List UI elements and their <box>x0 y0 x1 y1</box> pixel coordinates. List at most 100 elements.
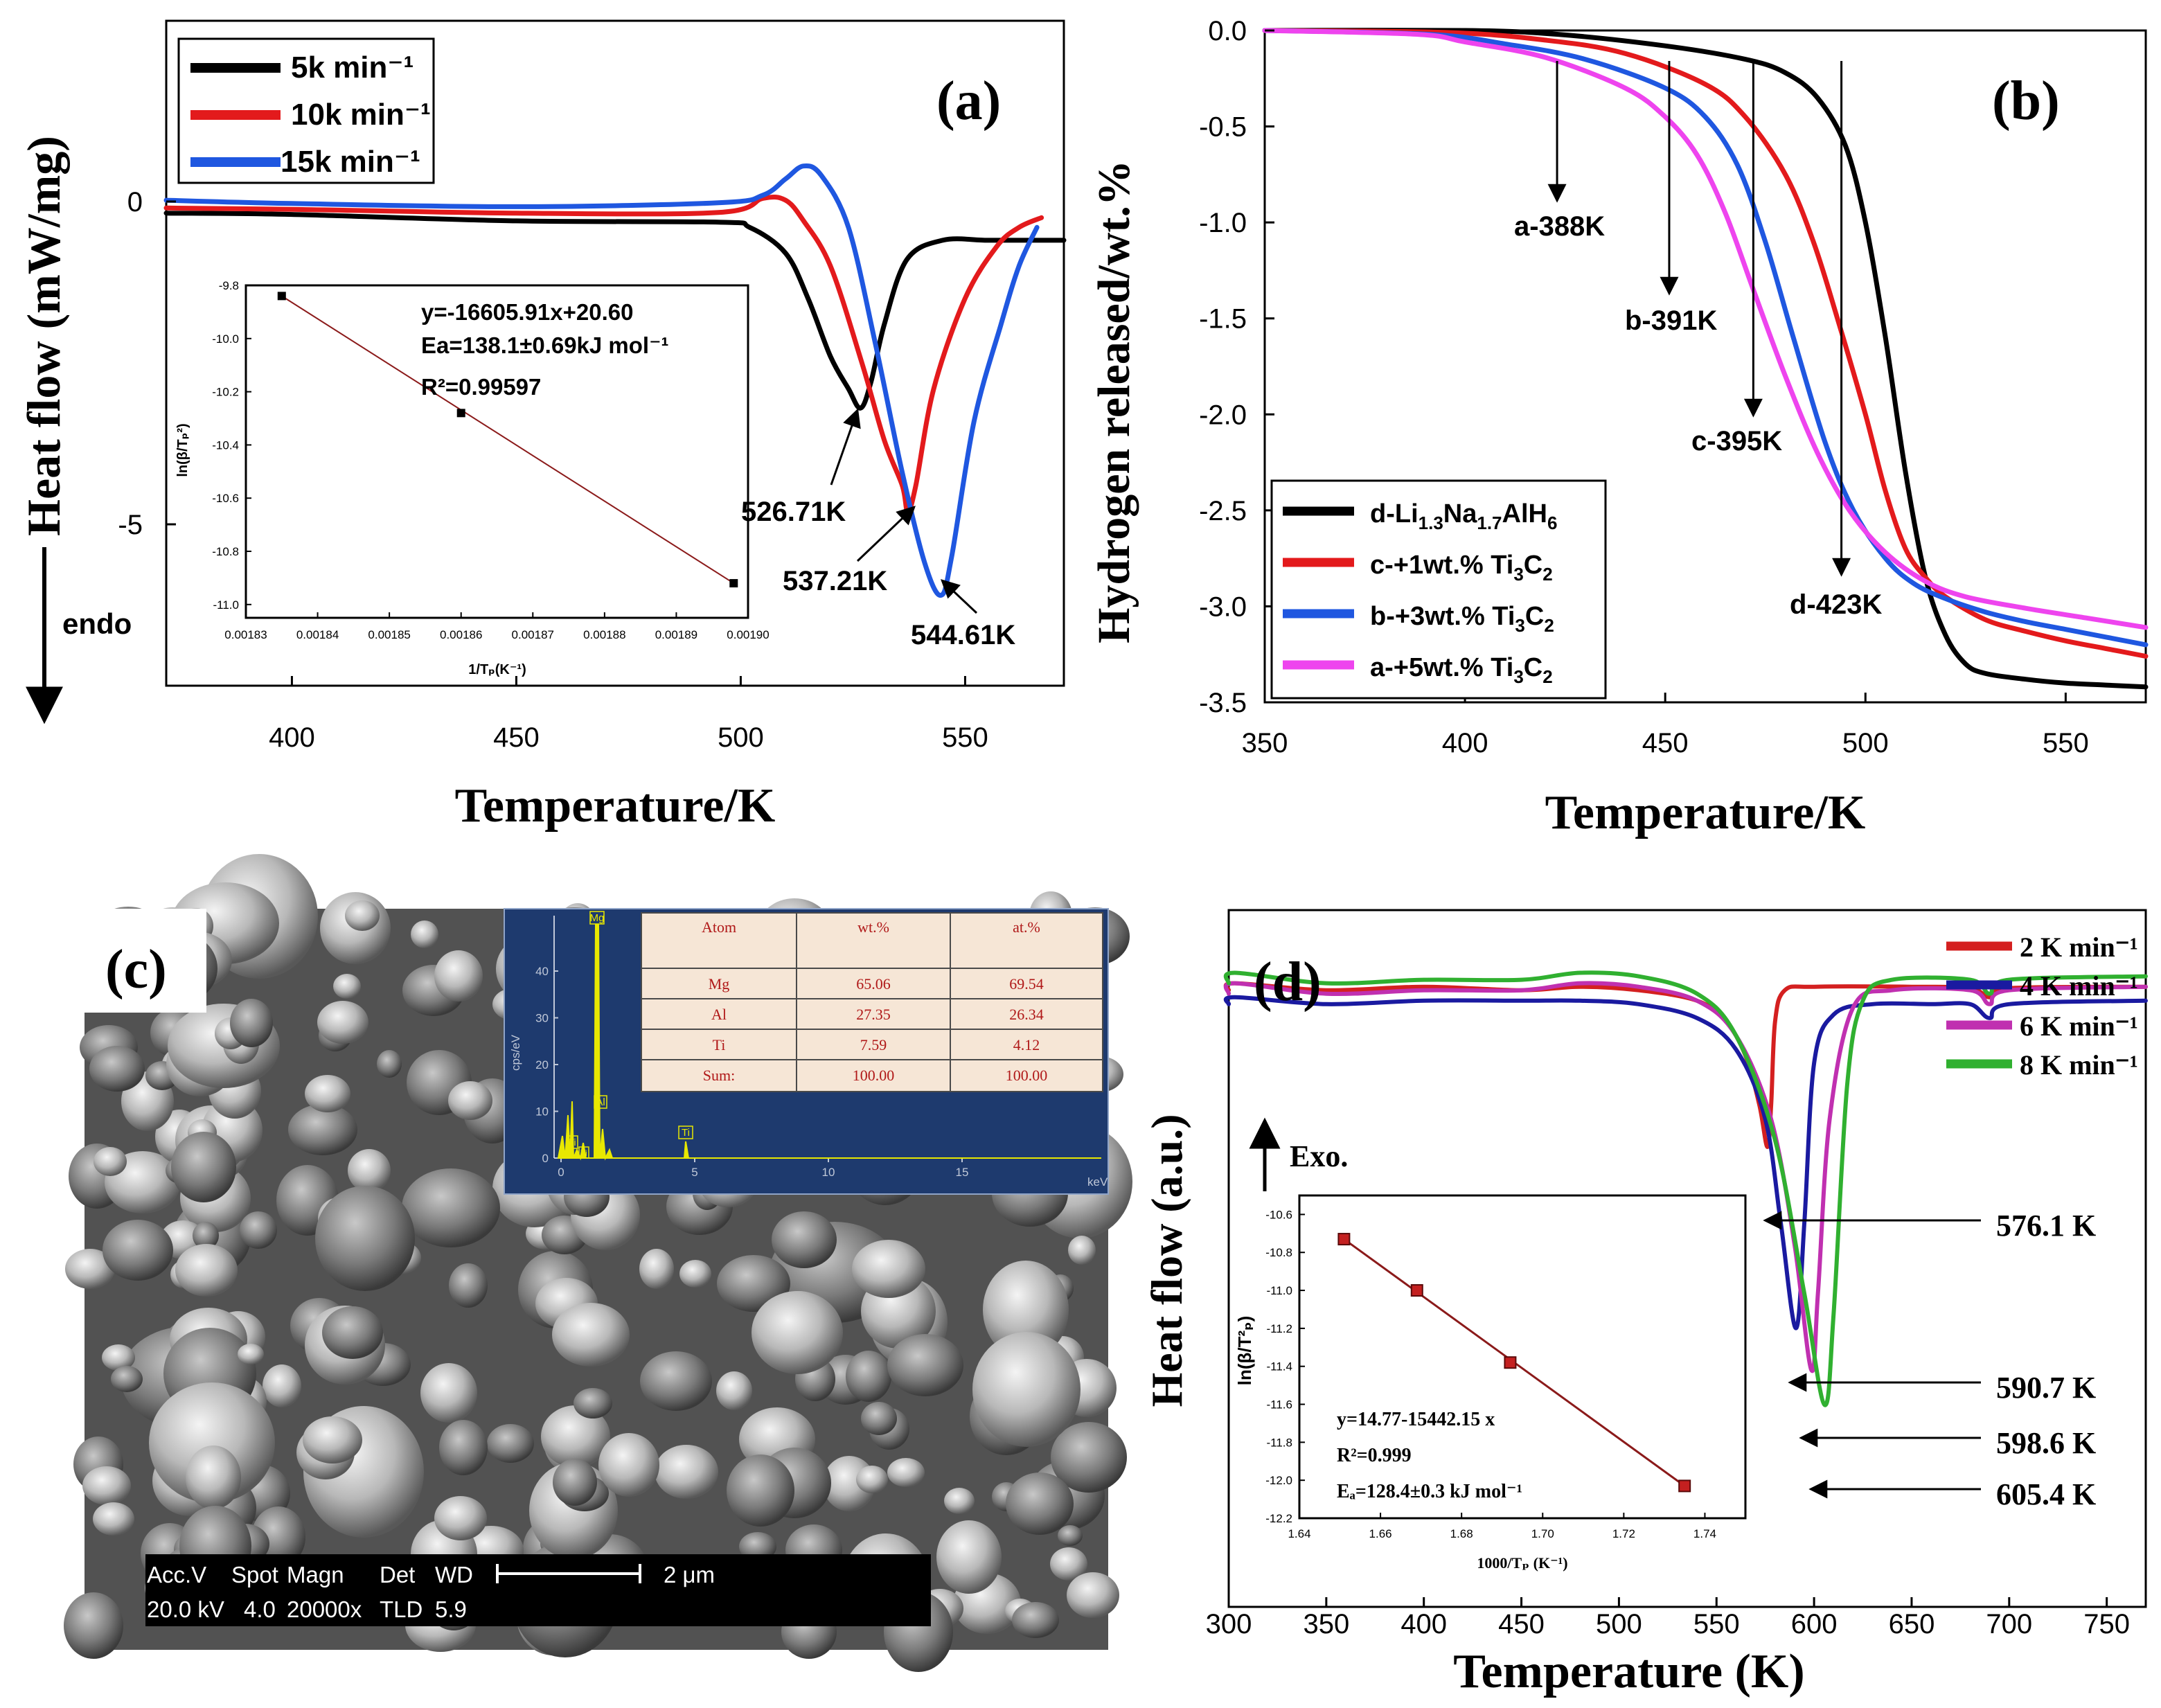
panel-d-inset-y-label: ln(β/T²ₚ) <box>1234 1316 1255 1386</box>
panel-d-series <box>1223 970 2148 1407</box>
annotation-598K: 598.6 K <box>1996 1426 2096 1460</box>
edx-cell: 65.06 <box>856 975 891 993</box>
sem-particle <box>402 1168 500 1247</box>
annotation-605K: 605.4 K <box>1996 1477 2096 1511</box>
sem-magn-value: 20000x <box>287 1596 362 1622</box>
inset-x-tick-label: 0.00185 <box>368 628 410 641</box>
sem-particle <box>288 1104 357 1155</box>
sem-spot-value: 4.0 <box>244 1596 276 1622</box>
inset-y-tick-label: -9.8 <box>219 279 239 292</box>
edx-table-header-atom: Atom <box>702 918 736 936</box>
sem-particle <box>541 1405 610 1468</box>
inset-x-tick-label: 1.64 <box>1288 1527 1310 1540</box>
edx-x-tick-label: 15 <box>956 1166 969 1179</box>
annotation-526K: 526.71K <box>741 497 846 527</box>
sem-particle <box>772 1211 837 1268</box>
y-tick-label: 0.0 <box>1208 16 1247 46</box>
panel-c: (c) 40 30 20 10 0 0 5 10 15 cps/eV keV Mg Al Ti… <box>64 854 1132 1672</box>
sem-particle <box>263 1364 301 1407</box>
panel-b: 350 400 450 500 550 0.0 -0.5 -1.0 -1.5 -2.0 -2.5 -… <box>1089 16 2149 839</box>
sem-particle <box>639 1249 674 1289</box>
y-tick-label: -1.0 <box>1199 208 1247 238</box>
sem-particle <box>449 1263 488 1308</box>
inset-point <box>1410 1284 1423 1297</box>
inset-y-tick-label: -10.6 <box>212 492 239 505</box>
series-line-0 <box>1262 28 2149 690</box>
inset-x-tick-label: 1.66 <box>1369 1527 1392 1540</box>
inset-x-tick-label: 0.00184 <box>296 628 339 641</box>
inset-y-tick-label: -11.6 <box>1267 1398 1293 1412</box>
edx-cell: 26.34 <box>1009 1006 1044 1023</box>
panel-a-inset: 0.00183 0.00184 0.00185 0.00186 0.00187 0.001… <box>175 279 770 677</box>
panel-a-fit-eq: y=-16605.91x+20.60 <box>421 299 633 325</box>
sem-particle <box>1068 1236 1096 1265</box>
annotation-576K: 576.1 K <box>1996 1209 2096 1243</box>
sem-particle <box>93 1502 134 1536</box>
edx-y-tick-label: 10 <box>535 1105 549 1119</box>
inset-x-tick-label: 0.00187 <box>512 628 554 641</box>
panel-a-legend: 5k min⁻¹ 10k min⁻¹ 15k min⁻¹ <box>177 37 435 184</box>
sem-particle <box>856 1466 888 1493</box>
sem-particle <box>377 1050 402 1078</box>
inset-x-tick-label: 0.00189 <box>655 628 697 641</box>
legend-6K: 6 K min⁻¹ <box>2020 1011 2138 1042</box>
sem-particle <box>448 1081 492 1120</box>
sem-particle <box>89 1046 145 1092</box>
sem-particle <box>434 950 483 1002</box>
legend-c: c-+1wt.% Ti3C2 <box>1370 551 1553 585</box>
sem-info-bar: Acc.V Spot Magn Det WD 20.0 kV 4.0 20000… <box>145 1554 931 1626</box>
arrow-537K <box>856 506 916 562</box>
sem-magn-label: Magn <box>287 1562 344 1587</box>
sem-particle <box>487 1424 534 1463</box>
sem-particle <box>102 1344 135 1371</box>
sem-particle <box>65 1249 115 1289</box>
edx-y-label: cps/eV <box>509 1034 522 1071</box>
sem-particle <box>655 1445 718 1499</box>
sem-particle <box>82 1466 131 1505</box>
sem-particle <box>936 1520 1002 1594</box>
inset-y-tick-label: -11.4 <box>1267 1360 1293 1373</box>
x-tick-label: 450 <box>493 722 540 753</box>
sem-particle <box>944 1488 975 1514</box>
edx-x-tick-label: 0 <box>558 1166 564 1179</box>
sem-particle <box>303 1416 362 1464</box>
panel-b-annotations: a-388K b-391K c-395K d-423K <box>1514 61 1882 620</box>
endo-label: endo <box>62 607 132 640</box>
x-tick-label: 350 <box>1242 728 1288 758</box>
edx-x-unit: keV <box>1087 1175 1108 1189</box>
x-tick-label: 450 <box>1498 1609 1545 1639</box>
sem-particle <box>573 1388 612 1418</box>
sem-det-value: TLD <box>380 1596 423 1622</box>
sem-particle <box>171 1132 236 1202</box>
sem-particle <box>149 1382 275 1503</box>
annotation-391K: b-391K <box>1625 305 1717 336</box>
x-tick-label: 400 <box>1400 1609 1447 1639</box>
sem-wd-value: 5.9 <box>435 1596 467 1622</box>
panel-b-legend: d-Li1.3Na1.7AlH6 c-+1wt.% Ti3C2 b-+3wt.%… <box>1270 479 1607 700</box>
sem-particle <box>333 974 361 999</box>
sem-particle <box>111 1366 143 1392</box>
edx-y-tick-label: 0 <box>542 1152 549 1165</box>
sem-particle <box>716 1371 752 1410</box>
series-line-1 <box>163 194 1044 514</box>
sem-particle <box>317 1001 368 1044</box>
y-tick-label: -1.5 <box>1199 304 1247 335</box>
x-tick-label: 650 <box>1889 1609 1935 1639</box>
panel-d-inset: 1.64 1.66 1.68 1.70 1.72 1.74 -10.6 -10.8 -11.0 -… <box>1234 1194 1747 1572</box>
sem-particle <box>1050 1547 1087 1581</box>
sem-acc-label: Acc.V <box>147 1562 206 1587</box>
inset-point <box>1504 1356 1517 1369</box>
series-line-1 <box>1262 28 2149 659</box>
sem-particle <box>679 1260 711 1288</box>
inset-x-tick-label: 1.70 <box>1531 1527 1554 1540</box>
edx-cell: Sum: <box>703 1067 735 1084</box>
sem-particle <box>752 1291 843 1374</box>
panel-a-x-ticks: 400 450 500 550 <box>269 676 988 753</box>
inset-x-tick-label: 0.00183 <box>224 628 267 641</box>
x-tick-label: 350 <box>1303 1609 1349 1639</box>
panel-d-x-ticks: 300 350 400 450 500 550 600 650 700 750 <box>1206 1597 2130 1639</box>
panel-d-label: (d) <box>1254 952 1322 1013</box>
sem-particle <box>1006 1473 1074 1535</box>
x-tick-label: 700 <box>1986 1609 2032 1639</box>
x-tick-label: 400 <box>269 722 315 753</box>
